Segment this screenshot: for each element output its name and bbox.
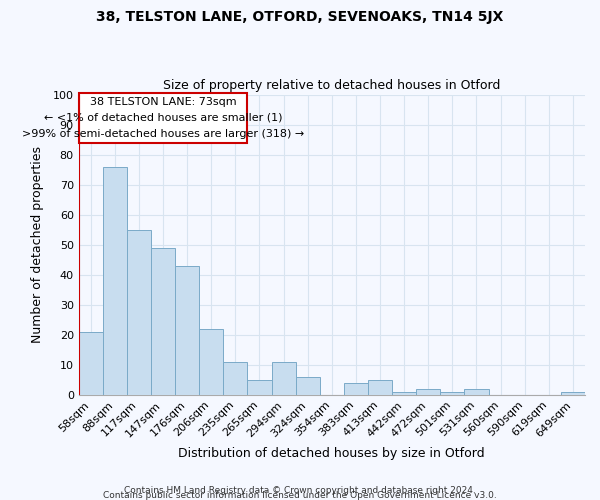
Bar	[561, 392, 585, 395]
Bar	[223, 362, 247, 395]
Bar	[199, 329, 223, 395]
Bar	[464, 389, 488, 395]
Text: ← <1% of detached houses are smaller (1): ← <1% of detached houses are smaller (1)	[44, 112, 282, 122]
Bar	[416, 389, 440, 395]
Y-axis label: Number of detached properties: Number of detached properties	[31, 146, 44, 343]
Title: Size of property relative to detached houses in Otford: Size of property relative to detached ho…	[163, 79, 500, 92]
Text: Contains public sector information licensed under the Open Government Licence v3: Contains public sector information licen…	[103, 491, 497, 500]
Bar	[344, 383, 368, 395]
Bar	[296, 377, 320, 395]
X-axis label: Distribution of detached houses by size in Otford: Distribution of detached houses by size …	[179, 447, 485, 460]
Bar	[392, 392, 416, 395]
Text: Contains HM Land Registry data © Crown copyright and database right 2024.: Contains HM Land Registry data © Crown c…	[124, 486, 476, 495]
Bar	[127, 230, 151, 395]
Text: 38 TELSTON LANE: 73sqm: 38 TELSTON LANE: 73sqm	[90, 97, 236, 107]
Text: >99% of semi-detached houses are larger (318) →: >99% of semi-detached houses are larger …	[22, 128, 304, 138]
Bar	[103, 166, 127, 395]
Bar	[79, 93, 247, 142]
Bar	[79, 332, 103, 395]
Bar	[247, 380, 272, 395]
Bar	[368, 380, 392, 395]
Bar	[151, 248, 175, 395]
Text: 38, TELSTON LANE, OTFORD, SEVENOAKS, TN14 5JX: 38, TELSTON LANE, OTFORD, SEVENOAKS, TN1…	[97, 10, 503, 24]
Bar	[175, 266, 199, 395]
Bar	[440, 392, 464, 395]
Bar	[272, 362, 296, 395]
